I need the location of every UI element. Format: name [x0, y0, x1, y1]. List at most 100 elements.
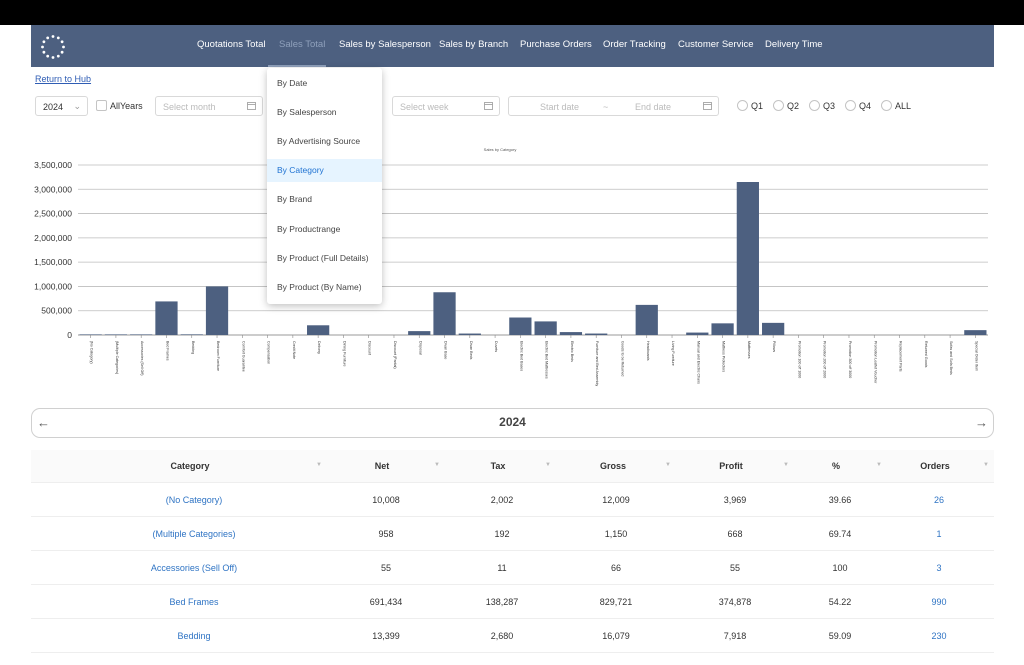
column-header-category[interactable]: Category — [170, 461, 210, 471]
category-link[interactable]: (No Category) — [165, 495, 223, 505]
arrow-right-icon[interactable]: → — [975, 415, 988, 430]
y-tick-label: 1,000,000 — [34, 281, 72, 291]
x-tick-label: Electric Bed Bases — [519, 341, 523, 371]
dropdown-item-by-advertising-source[interactable]: By Advertising Source — [277, 136, 361, 146]
sort-icon[interactable]: ▼ — [783, 462, 789, 468]
chart-bar — [711, 323, 734, 335]
chart-bar — [686, 332, 709, 335]
column-header-percent[interactable]: % — [831, 461, 841, 471]
nav-sales-by-branch[interactable]: Sales by Branch — [439, 39, 509, 50]
chevron-down-icon: ⌄ — [73, 101, 81, 111]
chart-bar — [130, 334, 153, 335]
quarter-radio-q3[interactable] — [809, 100, 820, 111]
percent-cell: 69.74 — [828, 529, 852, 539]
orders-link[interactable]: 230 — [931, 631, 947, 641]
x-tick-label: Replacement Parts — [899, 341, 903, 372]
column-header-net[interactable]: Net — [374, 461, 390, 471]
logo-icon — [41, 35, 65, 59]
quarter-label-q2: Q2 — [787, 101, 800, 111]
net-cell: 958 — [378, 529, 394, 539]
net-cell: 10,008 — [372, 495, 400, 505]
sort-icon[interactable]: ▼ — [316, 462, 322, 468]
profit-cell: 668 — [727, 529, 743, 539]
x-tick-label: Electric Beds — [570, 341, 574, 362]
sort-icon[interactable]: ▼ — [876, 462, 882, 468]
calendar-icon — [703, 102, 712, 110]
chart-bar — [205, 286, 229, 335]
tax-cell: 2,002 — [490, 495, 514, 505]
page: Quotations Total Sales Total Sales by Sa… — [0, 25, 1024, 665]
return-to-hub-link[interactable]: Return to Hub — [35, 74, 92, 84]
x-tick-label: Delivery — [317, 341, 321, 354]
net-cell: 55 — [380, 563, 392, 573]
quarter-radio-all[interactable] — [881, 100, 892, 111]
sort-icon[interactable]: ▼ — [983, 462, 989, 468]
table-row: (No Category) 10,008 2,002 12,009 3,969 … — [31, 483, 994, 517]
x-tick-label: Disposal — [418, 341, 422, 355]
dropdown-item-by-date[interactable]: By Date — [277, 78, 308, 88]
dropdown-item-by-productrange[interactable]: By Productrange — [277, 224, 341, 234]
quarter-label-q4: Q4 — [859, 101, 872, 111]
all-years-checkbox[interactable] — [96, 100, 107, 111]
quarter-radio-q1[interactable] — [737, 100, 748, 111]
column-header-gross[interactable]: Gross — [599, 461, 627, 471]
year-select[interactable]: 2024 ⌄ — [35, 96, 88, 116]
start-date-input[interactable]: Start date — [540, 102, 580, 112]
chart-bar — [433, 292, 456, 335]
dropdown-item-by-salesperson[interactable]: By Salesperson — [277, 107, 337, 117]
range-separator: ~ — [603, 102, 609, 112]
quarter-radio-q4[interactable] — [845, 100, 856, 111]
active-tab-indicator — [268, 65, 326, 67]
x-tick-label: Special Order Item — [974, 341, 978, 371]
category-link[interactable]: Bed Frames — [169, 597, 219, 607]
nav-customer-service[interactable]: Customer Service — [678, 39, 754, 50]
nav-delivery-time[interactable]: Delivery Time — [765, 39, 823, 50]
orders-link[interactable]: 26 — [933, 495, 945, 505]
category-link[interactable]: (Multiple Categories) — [152, 529, 236, 539]
quarter-radio-q2[interactable] — [773, 100, 784, 111]
nav-purchase-orders[interactable]: Purchase Orders — [520, 39, 592, 50]
dropdown-item-by-product-by-name[interactable]: By Product (By Name) — [277, 282, 362, 292]
chart-bar — [104, 334, 128, 335]
x-tick-label: Promotion 300 off 3000 — [848, 341, 852, 378]
percent-cell: 59.09 — [828, 631, 852, 641]
arrow-left-icon[interactable]: ← — [37, 415, 50, 430]
all-years-label: AllYears — [110, 101, 143, 111]
x-tick-label: (Multiple Categories) — [115, 341, 119, 374]
x-tick-label: Goods to be Returned — [620, 341, 624, 376]
date-range-picker[interactable]: Start date ~ End date — [508, 96, 719, 116]
profit-cell: 55 — [729, 563, 741, 573]
tax-cell: 2,680 — [490, 631, 514, 641]
category-link[interactable]: Bedding — [177, 631, 211, 641]
chart-bar — [635, 304, 658, 335]
sort-icon[interactable]: ▼ — [545, 462, 551, 468]
net-cell: 13,399 — [372, 631, 400, 641]
orders-link[interactable]: 990 — [931, 597, 947, 607]
orders-link[interactable]: 3 — [936, 563, 942, 573]
tax-cell: 138,287 — [485, 597, 519, 607]
sort-icon[interactable]: ▼ — [665, 462, 671, 468]
week-picker[interactable]: Select week — [392, 96, 500, 116]
chart-bar — [559, 332, 583, 335]
month-picker[interactable]: Select month — [155, 96, 263, 116]
year-navigator-label: 2024 — [499, 415, 526, 429]
tax-cell: 11 — [497, 563, 507, 573]
y-tick-label: 2,000,000 — [34, 233, 72, 243]
nav-order-tracking[interactable]: Order Tracking — [603, 39, 666, 50]
orders-link[interactable]: 1 — [936, 529, 942, 539]
end-date-input[interactable]: End date — [635, 102, 672, 112]
dropdown-item-by-product-full-details[interactable]: By Product (Full Details) — [277, 253, 369, 263]
dropdown-item-by-brand[interactable]: By Brand — [277, 194, 312, 204]
nav-quotations-total[interactable]: Quotations Total — [197, 39, 266, 50]
sort-icon[interactable]: ▼ — [434, 462, 440, 468]
category-link[interactable]: Accessories (Sell Off) — [150, 563, 238, 573]
dropdown-item-by-category[interactable]: By Category — [267, 159, 382, 182]
nav-sales-total[interactable]: Sales Total — [279, 39, 326, 50]
gross-cell: 66 — [610, 563, 622, 573]
year-select-value: 2024 — [43, 102, 64, 112]
column-header-orders[interactable]: Orders — [920, 461, 950, 471]
column-header-profit[interactable]: Profit — [719, 461, 743, 471]
nav-sales-by-salesperson[interactable]: Sales by Salesperson — [339, 39, 431, 50]
chart-bar — [155, 301, 178, 335]
column-header-tax[interactable]: Tax — [490, 461, 506, 471]
